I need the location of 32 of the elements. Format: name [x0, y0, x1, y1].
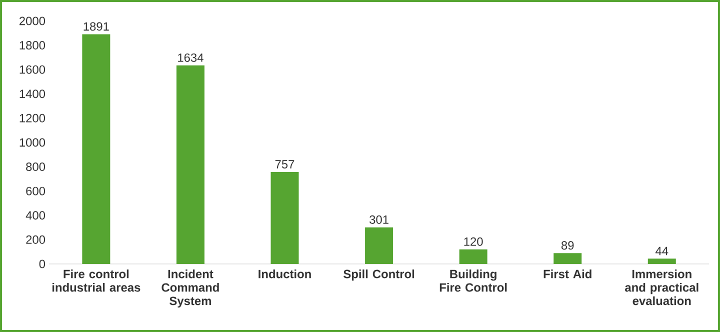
bar — [459, 249, 488, 264]
x-tick-label: Incident Command System — [162, 269, 219, 308]
data-label: 120 — [464, 237, 483, 246]
y-tick-label: 800 — [26, 162, 46, 171]
bar — [82, 34, 110, 264]
bar — [554, 253, 582, 264]
bar — [176, 65, 204, 264]
y-tick-label: 2000 — [20, 16, 46, 26]
y-tick-label: 0 — [39, 260, 46, 268]
data-label: 44 — [656, 246, 668, 256]
data-label: 757 — [275, 160, 294, 168]
x-tick-label: Building Fire Control — [440, 269, 507, 292]
data-label: 89 — [561, 241, 574, 250]
data-label: 1891 — [84, 22, 109, 31]
data-label: 1634 — [178, 53, 204, 62]
y-tick-label: 1800 — [20, 41, 46, 50]
bar — [270, 172, 299, 264]
x-tick-label: Fire control industrial areas — [52, 269, 140, 292]
y-tick-label: 400 — [26, 211, 46, 220]
data-label: 301 — [370, 215, 388, 224]
y-tick-label: 1200 — [20, 114, 46, 122]
y-tick-label: 600 — [26, 186, 46, 196]
x-tick-label: Induction — [258, 269, 311, 278]
y-tick-label: 1400 — [20, 90, 46, 98]
x-tick-label: Spill Control — [344, 269, 414, 281]
y-tick-label: 200 — [26, 235, 46, 244]
x-tick-label: Immersion and practical evaluation — [625, 269, 698, 306]
x-tick-label: First Aid — [544, 269, 592, 278]
bar — [648, 258, 676, 264]
y-tick-label: 1600 — [20, 65, 46, 74]
bar — [365, 227, 394, 264]
y-tick-label: 1000 — [20, 138, 46, 147]
